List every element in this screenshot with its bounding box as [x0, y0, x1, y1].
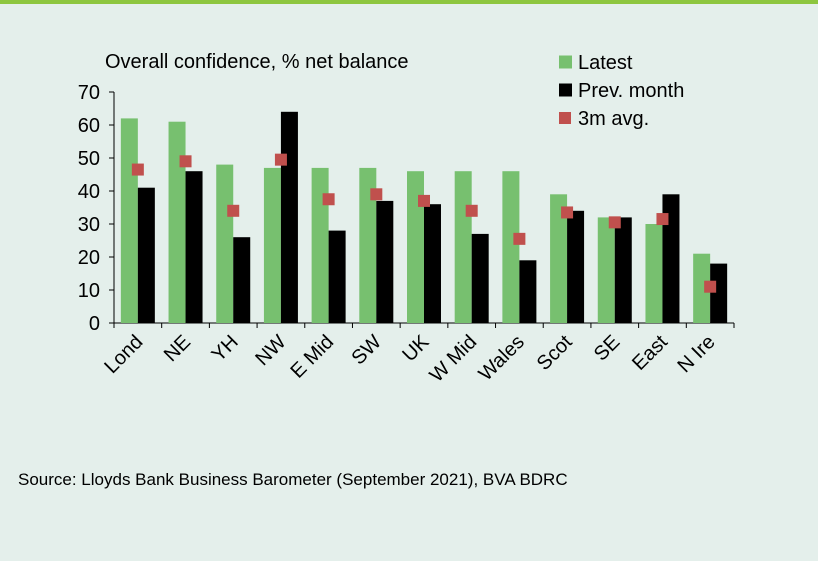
- marker-3m-avg-scot: [561, 206, 574, 219]
- bar-latest-sw: [359, 167, 377, 323]
- bar-prev-month-ne: [185, 171, 203, 323]
- bar-latest-ne: [168, 121, 186, 323]
- x-tick-label: East: [628, 331, 672, 375]
- bar-prev-month-w-mid: [471, 233, 489, 323]
- bar-latest-uk: [407, 171, 424, 323]
- marker-3m-avg-ne: [179, 155, 192, 168]
- y-tick-label: 40: [78, 181, 100, 203]
- y-tick-label: 10: [78, 280, 100, 302]
- y-tick-label: 50: [78, 148, 100, 170]
- x-tick-label: N Ire: [673, 331, 719, 377]
- bar-latest-east: [645, 224, 663, 323]
- y-tick-label: 20: [78, 247, 100, 269]
- legend-label: Latest: [578, 52, 633, 74]
- source-note: Source: Lloyds Bank Business Barometer (…: [18, 470, 568, 489]
- y-tick-label: 60: [78, 115, 100, 137]
- bar-prev-month-se: [614, 217, 632, 323]
- x-tick-label: W Mid: [426, 331, 482, 387]
- bar-latest-wales: [502, 171, 520, 323]
- marker-3m-avg-e-mid: [322, 193, 335, 206]
- x-tick-label: Scot: [533, 331, 577, 375]
- bar-latest-nw: [263, 167, 281, 323]
- x-tick-label: E Mid: [286, 331, 338, 383]
- legend-swatch: [559, 83, 572, 97]
- x-tick-label: NW: [251, 331, 290, 370]
- bar-prev-month-nw: [280, 111, 298, 323]
- y-tick-label: 30: [78, 214, 100, 236]
- legend-label: Prev. month: [578, 80, 684, 102]
- bar-latest-yh: [216, 164, 234, 323]
- marker-3m-avg-w-mid: [465, 204, 478, 217]
- legend-label: 3m avg.: [578, 108, 649, 130]
- marker-3m-avg-nw: [274, 153, 287, 166]
- marker-3m-avg-uk: [418, 194, 430, 207]
- marker-3m-avg-sw: [370, 188, 383, 201]
- legend: Latest Prev. month 3m avg.: [559, 52, 684, 130]
- bar-latest-w-mid: [454, 171, 472, 323]
- marker-3m-avg-n-ire: [704, 280, 717, 293]
- x-tick-label: UK: [398, 331, 434, 367]
- x-tick-label: YH: [208, 331, 243, 366]
- x-tick-label: SW: [348, 331, 386, 369]
- bar-prev-month-sw: [376, 200, 394, 323]
- marker-3m-avg-lond: [131, 163, 144, 176]
- bar-prev-month-east: [662, 194, 680, 323]
- y-tick-label: 0: [89, 313, 100, 335]
- bar-prev-month-scot: [567, 210, 585, 323]
- bar-prev-month-lond: [137, 187, 155, 323]
- legend-swatch: [559, 55, 572, 69]
- chart-title: Overall confidence, % net balance: [105, 51, 409, 73]
- bar-prev-month-e-mid: [328, 230, 346, 323]
- bar-prev-month-n-ire: [710, 263, 728, 323]
- marker-3m-avg-wales: [513, 232, 526, 245]
- x-tick-label: Wales: [475, 331, 529, 385]
- bar-latest-lond: [120, 118, 138, 324]
- marker-3m-avg-se: [608, 216, 621, 229]
- bar-prev-month-uk: [424, 204, 441, 323]
- marker-3m-avg-east: [656, 213, 669, 226]
- bar-latest-se: [597, 217, 615, 323]
- legend-swatch: [559, 112, 571, 124]
- top-accent-bar: [0, 0, 818, 4]
- x-tick-label: NE: [160, 331, 195, 366]
- bar-latest-scot: [550, 194, 568, 323]
- x-tick-label: SE: [590, 331, 624, 365]
- bar-prev-month-yh: [233, 237, 251, 323]
- marker-3m-avg-yh: [227, 204, 240, 217]
- y-tick-label: 70: [78, 82, 100, 104]
- bar-latest-e-mid: [311, 167, 329, 323]
- x-tick-label: Lond: [100, 331, 147, 378]
- bar-prev-month-wales: [519, 260, 537, 323]
- bar-latest-n-ire: [693, 253, 711, 323]
